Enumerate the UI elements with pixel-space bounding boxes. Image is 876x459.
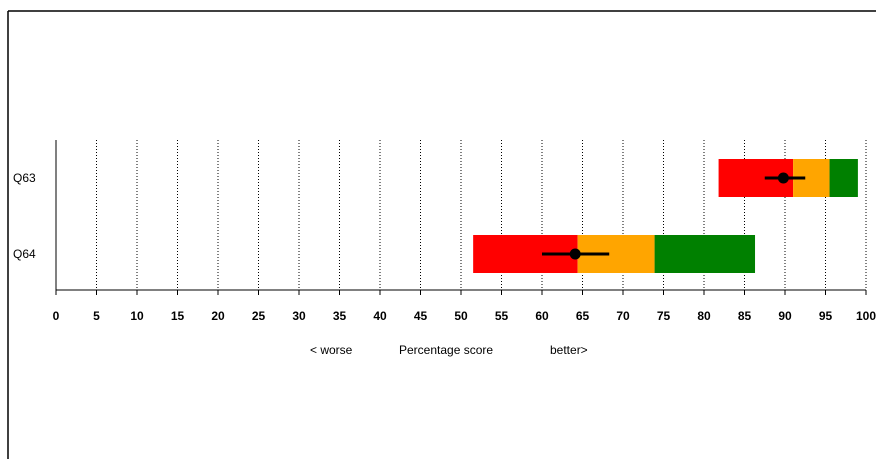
x-tick-label-0: 0: [53, 309, 60, 323]
x-tick-label-90: 90: [778, 309, 792, 323]
row-label-Q64: Q64: [13, 247, 36, 261]
score-point-Q63: [777, 172, 789, 184]
x-tick-label-80: 80: [697, 309, 711, 323]
x-tick-label-85: 85: [738, 309, 752, 323]
x-tick-label-45: 45: [414, 309, 428, 323]
x-tick-label-70: 70: [616, 309, 630, 323]
x-label-better: better>: [550, 343, 588, 357]
x-tick-label-65: 65: [576, 309, 590, 323]
x-tick-label-50: 50: [454, 309, 468, 323]
x-tick-label-40: 40: [373, 309, 387, 323]
x-tick-label-55: 55: [495, 309, 509, 323]
x-tick-label-95: 95: [819, 309, 833, 323]
x-tick-label-15: 15: [171, 309, 185, 323]
x-tick-label-35: 35: [333, 309, 347, 323]
x-tick-label-75: 75: [657, 309, 671, 323]
x-axis-title: Percentage score: [399, 343, 493, 357]
x-tick-label-5: 5: [93, 309, 100, 323]
band-Q64-2: [654, 235, 756, 273]
x-tick-label-25: 25: [252, 309, 266, 323]
x-tick-label-100: 100: [856, 309, 876, 323]
x-label-worse: < worse: [310, 343, 353, 357]
plot-area: 0 5 10 15 20 25 30 35 40 45 50 55 60 65 70 75 80 85 90 95 10…: [13, 140, 876, 323]
row-label-Q63: Q63: [13, 171, 36, 185]
x-tick-label-20: 20: [211, 309, 225, 323]
band-Q63-2: [829, 159, 858, 197]
x-tick-label-10: 10: [130, 309, 144, 323]
x-tick-label-30: 30: [292, 309, 306, 323]
score-point-Q64: [569, 248, 581, 260]
x-tick-label-60: 60: [535, 309, 549, 323]
